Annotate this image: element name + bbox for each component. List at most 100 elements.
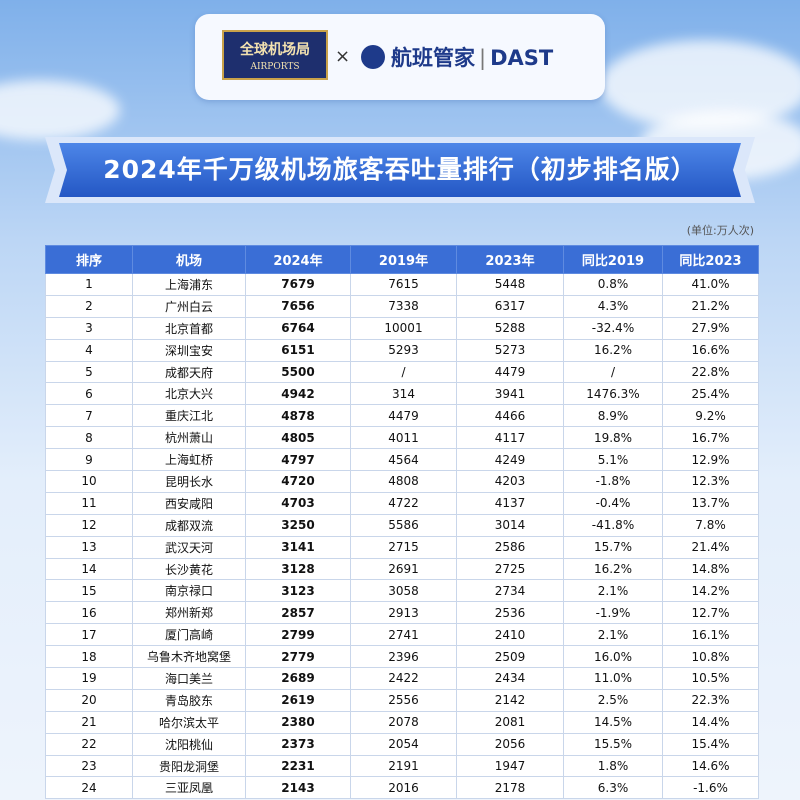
table-cell: 深圳宝安 (132, 338, 246, 362)
table-cell: 14.2% (662, 579, 759, 603)
column-header: 同比2019 (563, 245, 663, 274)
table-cell: 0.8% (563, 273, 663, 296)
table-cell: 2741 (350, 623, 457, 647)
table-cell: 27.9% (662, 316, 759, 340)
table-cell: 2.5% (563, 688, 663, 712)
table-cell: 4703 (245, 491, 351, 515)
table-cell: 16 (45, 601, 133, 625)
title: 2024年千万级机场旅客吞吐量排行（初步排名版） (103, 155, 697, 184)
table-cell: / (350, 360, 457, 384)
table-cell: 1947 (456, 754, 564, 778)
table-cell: 2081 (456, 710, 564, 734)
table-cell: 2619 (245, 688, 351, 712)
table-cell: 7656 (245, 294, 351, 318)
table-cell: 2725 (456, 557, 564, 581)
table-cell: 14.4% (662, 710, 759, 734)
table-cell: 4203 (456, 470, 564, 493)
table-cell: 23 (45, 754, 133, 778)
table-cell: 2434 (456, 667, 564, 690)
table-cell: 2586 (456, 535, 564, 559)
table-cell: 22.3% (662, 688, 759, 712)
table-cell: 4808 (350, 470, 457, 493)
table-row: 6 北京大兴 4942 314 3941 1476.3% 25.4% (45, 382, 759, 406)
table-cell: 5293 (350, 338, 457, 362)
table-row: 12 成都双流 3250 5586 3014 -41.8% 7.8% (45, 513, 759, 537)
table-cell: 16.1% (662, 623, 759, 647)
table-cell: -41.8% (563, 513, 663, 537)
table-cell: 2913 (350, 601, 457, 625)
table-cell: 2536 (456, 601, 564, 625)
divider: | (479, 46, 487, 70)
table-cell: 贵阳龙洞堡 (132, 754, 246, 778)
table-cell: 14 (45, 557, 133, 581)
table-cell: 2857 (245, 601, 351, 625)
table-cell: 16.6% (662, 338, 759, 362)
column-header: 排序 (45, 245, 133, 274)
table-cell: 11 (45, 491, 133, 515)
table-cell: 9.2% (662, 404, 759, 428)
table-cell: 2556 (350, 688, 457, 712)
table-cell: 昆明长水 (132, 470, 246, 493)
table-cell: 7679 (245, 273, 351, 296)
table-row: 22 沈阳桃仙 2373 2054 2056 15.5% 15.4% (45, 732, 759, 756)
table-cell: 12.3% (662, 470, 759, 493)
table-cell: 2078 (350, 710, 457, 734)
table-cell: 10.8% (662, 645, 759, 669)
table-cell: 2.1% (563, 623, 663, 647)
table-row: 23 贵阳龙洞堡 2231 2191 1947 1.8% 14.6% (45, 754, 759, 778)
table-cell: 4117 (456, 426, 564, 450)
table-cell: 7615 (350, 273, 457, 296)
table-cell: 哈尔滨太平 (132, 710, 246, 734)
table-row: 2 广州白云 7656 7338 6317 4.3% 21.2% (45, 294, 759, 318)
table-cell: 8 (45, 426, 133, 450)
table-cell: 3128 (245, 557, 351, 581)
table-row: 7 重庆江北 4878 4479 4466 8.9% 9.2% (45, 404, 759, 428)
table-row: 9 上海虹桥 4797 4564 4249 5.1% 12.9% (45, 448, 759, 472)
table-cell: 成都双流 (132, 513, 246, 537)
brand-name: 航班管家 (391, 46, 475, 70)
table-cell: 2054 (350, 732, 457, 756)
table-cell: 15.4% (662, 732, 759, 756)
table-cell: 10001 (350, 316, 457, 340)
table-cell: 5586 (350, 513, 457, 537)
table-cell: 10.5% (662, 667, 759, 690)
table-cell: 16.0% (563, 645, 663, 669)
dast-logo: 航班管家 | DAST (391, 42, 557, 72)
table-cell: 5448 (456, 273, 564, 296)
table-cell: 上海浦东 (132, 273, 246, 296)
table-cell: 25.4% (662, 382, 759, 406)
table-cell: 乌鲁木齐地窝堡 (132, 645, 246, 669)
table-cell: 7.8% (662, 513, 759, 537)
table-cell: 西安咸阳 (132, 491, 246, 515)
table-cell: 15.7% (563, 535, 663, 559)
table-row: 5 成都天府 5500/4479/22.8% (45, 360, 759, 384)
table-cell: 8.9% (563, 404, 663, 428)
table-cell: 2396 (350, 645, 457, 669)
logo-subtitle: AIRPORTS (250, 62, 300, 72)
table-row: 14 长沙黄花 3128 2691 2725 16.2% 14.8% (45, 557, 759, 581)
cloud (0, 80, 120, 140)
table-cell: 4805 (245, 426, 351, 450)
table-cell: 2016 (350, 776, 457, 800)
table-cell: 14.5% (563, 710, 663, 734)
table-cell: 13 (45, 535, 133, 559)
column-header: 2019年 (350, 245, 457, 274)
table-cell: 3014 (456, 513, 564, 537)
table-cell: 4479 (456, 360, 564, 384)
table-cell: 2380 (245, 710, 351, 734)
table-cell: 21.2% (662, 294, 759, 318)
table-cell: -1.6% (662, 776, 759, 800)
table-cell: 2779 (245, 645, 351, 669)
table-row: 13 武汉天河 3141 2715 2586 15.7% 21.4% (45, 535, 759, 559)
table-cell: 9 (45, 448, 133, 472)
column-header: 机场 (132, 245, 246, 274)
table-cell: 青岛胶东 (132, 688, 246, 712)
table-cell: 4249 (456, 448, 564, 472)
table-cell: 1476.3% (563, 382, 663, 406)
table-cell: 14.6% (662, 754, 759, 778)
table-row: 4 深圳宝安 6151 5293 5273 16.2% 16.6% (45, 338, 759, 362)
table-cell: 7 (45, 404, 133, 428)
table-cell: 2231 (245, 754, 351, 778)
table-cell: 1 (45, 273, 133, 296)
table-cell: 41.0% (662, 273, 759, 296)
